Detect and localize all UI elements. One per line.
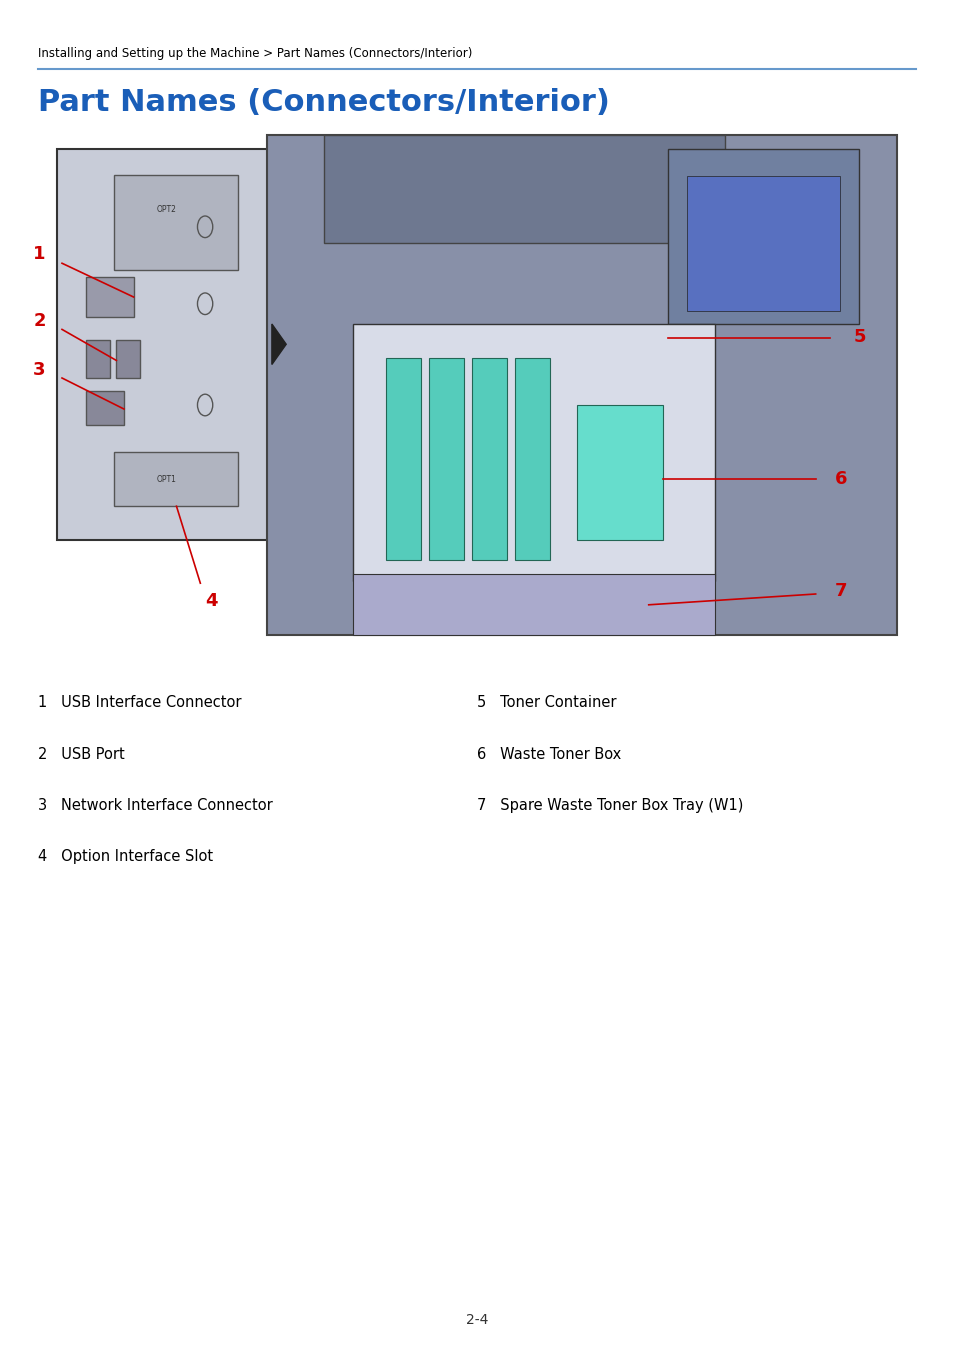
Text: 1: 1 xyxy=(33,244,46,263)
Text: 7: 7 xyxy=(834,582,846,601)
Text: 4   Option Interface Slot: 4 Option Interface Slot xyxy=(38,849,213,864)
Text: 6   Waste Toner Box: 6 Waste Toner Box xyxy=(476,747,620,761)
Text: 5: 5 xyxy=(853,328,865,347)
Text: Installing and Setting up the Machine > Part Names (Connectors/Interior): Installing and Setting up the Machine > … xyxy=(38,47,472,61)
FancyBboxPatch shape xyxy=(324,135,724,243)
Text: Part Names (Connectors/Interior): Part Names (Connectors/Interior) xyxy=(38,88,609,116)
FancyBboxPatch shape xyxy=(353,574,715,634)
Text: 3   Network Interface Connector: 3 Network Interface Connector xyxy=(38,798,273,813)
Text: 1   USB Interface Connector: 1 USB Interface Connector xyxy=(38,695,241,710)
Text: OPT1: OPT1 xyxy=(157,475,176,483)
FancyBboxPatch shape xyxy=(86,277,133,317)
FancyBboxPatch shape xyxy=(86,340,110,378)
Text: 5   Toner Container: 5 Toner Container xyxy=(476,695,616,710)
FancyBboxPatch shape xyxy=(116,340,140,378)
FancyBboxPatch shape xyxy=(353,324,715,580)
Text: 2-4: 2-4 xyxy=(465,1314,488,1327)
Polygon shape xyxy=(272,324,286,365)
FancyBboxPatch shape xyxy=(386,358,420,560)
FancyBboxPatch shape xyxy=(57,148,286,540)
Text: 6: 6 xyxy=(834,470,846,489)
FancyBboxPatch shape xyxy=(472,358,506,560)
FancyBboxPatch shape xyxy=(267,135,896,634)
FancyBboxPatch shape xyxy=(515,358,549,560)
FancyBboxPatch shape xyxy=(577,405,662,540)
FancyBboxPatch shape xyxy=(114,452,238,506)
FancyBboxPatch shape xyxy=(667,148,858,324)
Text: 4: 4 xyxy=(205,591,218,610)
FancyBboxPatch shape xyxy=(686,176,839,310)
Text: 7   Spare Waste Toner Box Tray (W1): 7 Spare Waste Toner Box Tray (W1) xyxy=(476,798,742,813)
Text: 2   USB Port: 2 USB Port xyxy=(38,747,125,761)
Text: 2: 2 xyxy=(33,312,46,331)
Text: OPT2: OPT2 xyxy=(157,205,176,213)
FancyBboxPatch shape xyxy=(429,358,463,560)
FancyBboxPatch shape xyxy=(114,176,238,270)
Text: 3: 3 xyxy=(33,360,46,379)
FancyBboxPatch shape xyxy=(86,392,124,425)
